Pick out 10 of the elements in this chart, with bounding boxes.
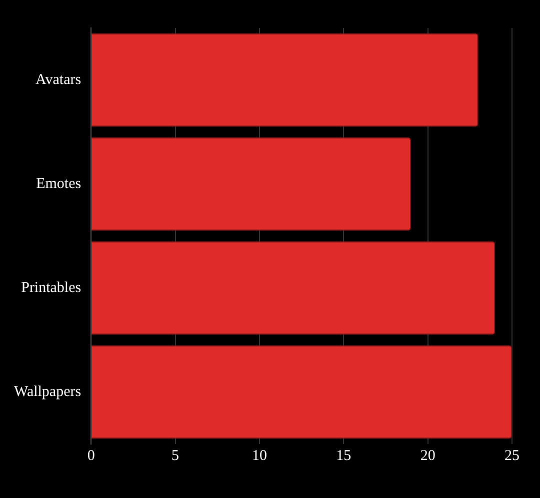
y-tick-label: Avatars [36,72,82,88]
x-tick-label: 20 [420,448,436,464]
x-tick-label: 5 [172,448,180,464]
y-tick-label: Printables [21,280,82,296]
x-tick-label: 0 [87,448,95,464]
x-tick-label: 25 [504,448,520,464]
x-tick-label: 10 [252,448,267,464]
y-tick-label: Wallpapers [14,384,82,400]
x-tick-label: 15 [336,448,352,464]
y-tick-label: Emotes [36,176,82,192]
